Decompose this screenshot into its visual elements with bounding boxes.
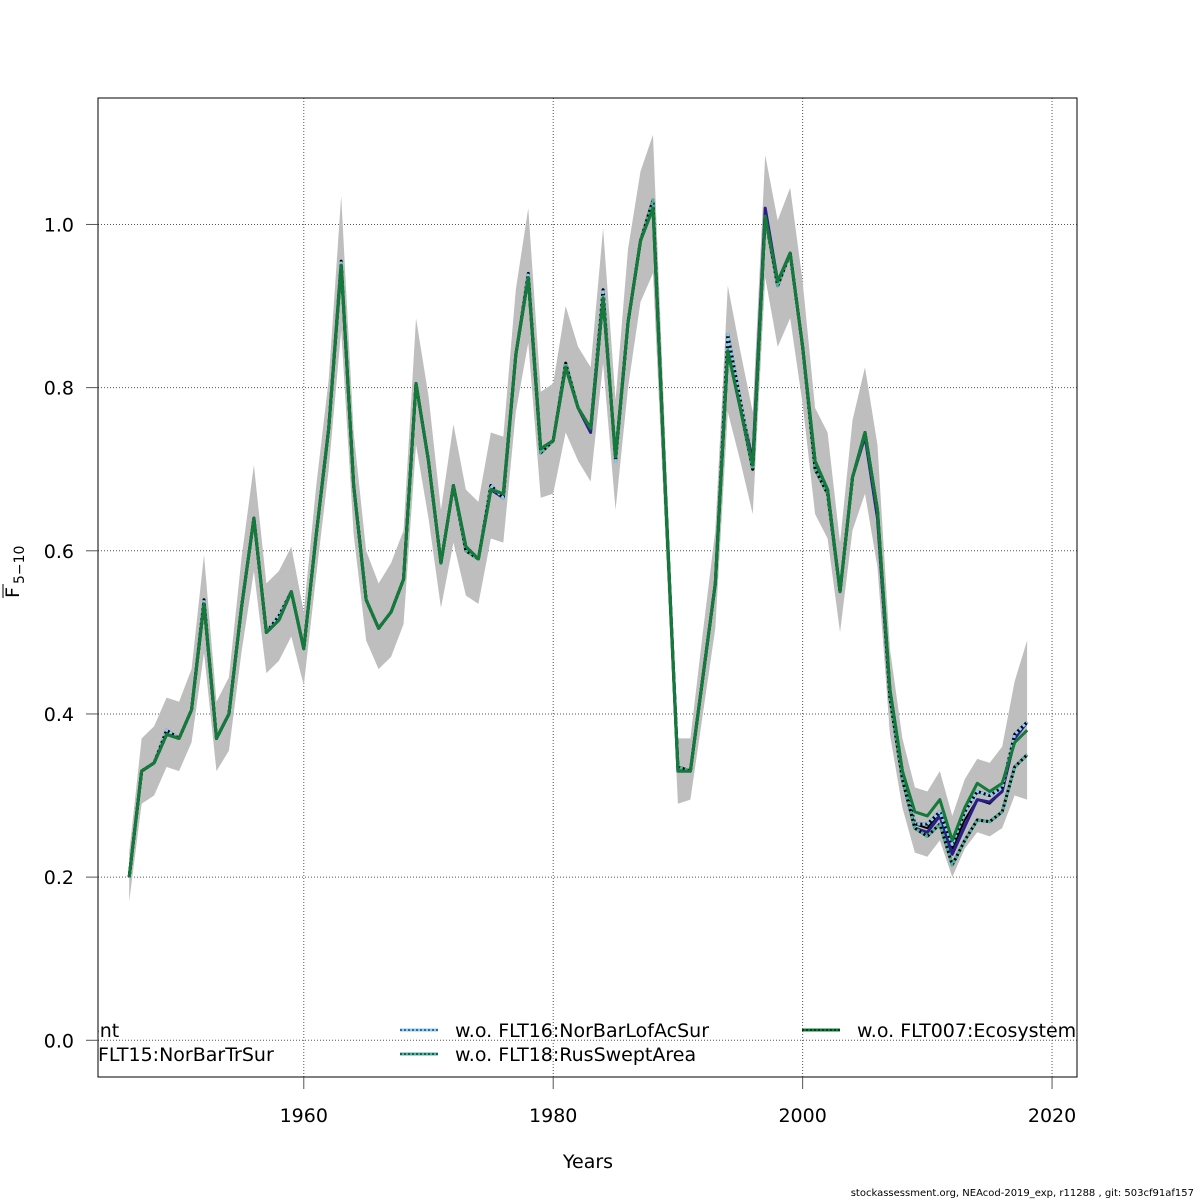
legend-label-w-o-flt007-ecosystem: w.o. FLT007:Ecosystem: [857, 1020, 1076, 1042]
y-tick-label: 0.4: [44, 704, 74, 726]
y-axis-title: F 5−10: [2, 546, 28, 598]
series-line-w-o-flt007-ecosystem: [127, 206, 1029, 878]
y-axis-title-sub: 5−10: [12, 546, 28, 584]
y-tick-label: 1.0: [44, 214, 74, 236]
x-tick-label: 1960: [280, 1105, 328, 1127]
y-tick-label: 0.8: [44, 378, 74, 400]
y-tick-label: 0.0: [44, 1030, 74, 1052]
legend-label-current: ent: [88, 1020, 119, 1042]
confidence-band-layer: [129, 134, 1028, 902]
series-layer: [127, 198, 1029, 878]
y-tick-label: 0.2: [44, 867, 74, 889]
x-tick-label: 2000: [778, 1105, 826, 1127]
x-axis: 1960 1980 2000 2020: [280, 1077, 1076, 1127]
x-tick-label: 2020: [1028, 1105, 1076, 1127]
x-axis-title: Years: [562, 1151, 613, 1173]
legend-label-w-o-flt16-norbarlofacsur: w.o. FLT16:NorBarLofAcSur: [455, 1020, 709, 1042]
footer-credit: stockassessment.org, NEAcod-2019_exp, r1…: [851, 1188, 1194, 1199]
confidence-band: [129, 134, 1028, 902]
legend-label-w-o-flt18-russweptarea: w.o. FLT18:RusSweptArea: [455, 1044, 696, 1066]
y-tick-label: 0.6: [44, 541, 74, 563]
y-axis: 0.0 0.2 0.4 0.6 0.8 1.0: [44, 214, 98, 1052]
plot-frame: [97, 97, 1078, 1078]
y-axis-title-main: F: [2, 587, 24, 598]
x-tick-label: 1980: [529, 1105, 577, 1127]
legend-label-w-o-flt15-norbartrsur: FLT15:NorBarTrSur: [98, 1044, 274, 1066]
